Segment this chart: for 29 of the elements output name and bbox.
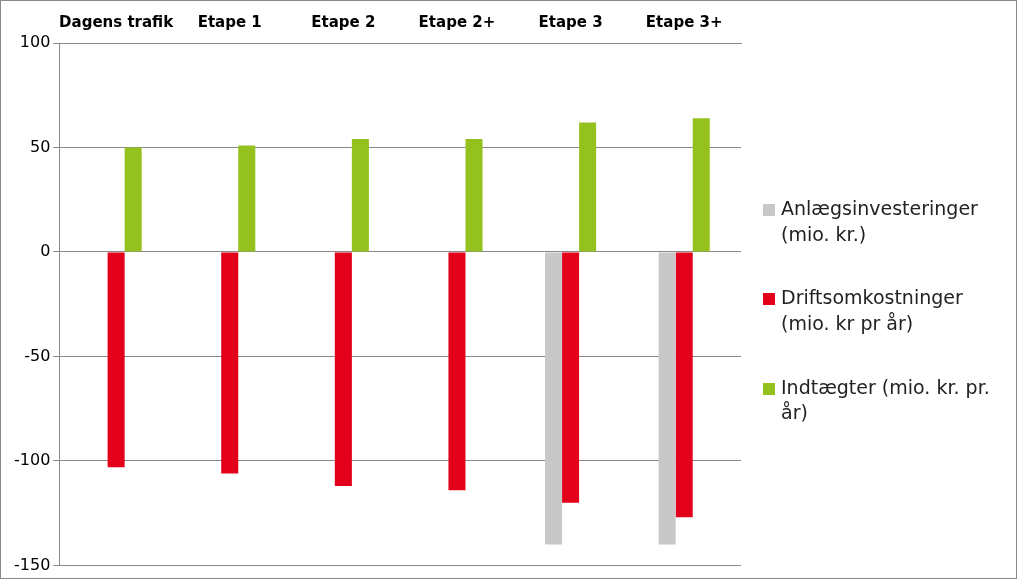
legend-label: Anlægsinvesteringer (mio. kr.) [781, 196, 979, 247]
bar [124, 147, 142, 252]
bar [107, 252, 125, 468]
bar [658, 252, 676, 545]
bar [334, 252, 352, 486]
bar [465, 139, 483, 252]
bar [448, 252, 466, 491]
bar [579, 122, 597, 252]
bar [351, 139, 369, 252]
y-tick-label: 100 [19, 32, 51, 52]
y-tick-label: -150 [14, 554, 51, 574]
legend-label: Driftsomkostninger (mio. kr pr år) [781, 285, 964, 336]
bar [562, 252, 580, 503]
legend-label: Indtægter (mio. kr. pr. år) [781, 374, 991, 426]
bar [221, 252, 239, 474]
x-tick-label: Etape 2 [311, 12, 376, 31]
bar [545, 252, 563, 545]
y-tick-label: -50 [24, 345, 51, 365]
bar [692, 118, 710, 252]
y-tick-label: -100 [14, 450, 51, 470]
bar [675, 252, 693, 518]
x-tick-label: Etape 3+ [645, 12, 723, 31]
x-tick-label: Etape 3 [538, 12, 603, 31]
y-tick-label: 0 [40, 241, 51, 261]
x-tick-label: Etape 1 [197, 12, 262, 31]
y-tick-label: 50 [29, 136, 51, 156]
x-tick-label: Etape 2+ [418, 12, 496, 31]
bar [238, 145, 256, 252]
x-tick-label: Dagens trafik [59, 12, 175, 31]
